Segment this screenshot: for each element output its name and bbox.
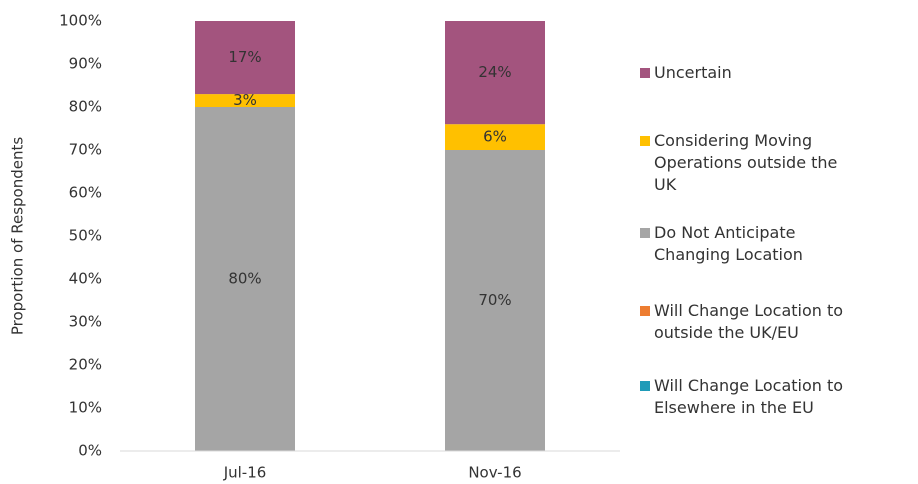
y-tick-label: 10% — [69, 399, 102, 417]
legend-swatch — [640, 228, 650, 238]
legend-item: Uncertain — [640, 62, 855, 84]
x-tick-label: Jul-16 — [223, 464, 267, 482]
bar-segment — [445, 124, 545, 150]
data-label: 70% — [478, 291, 511, 309]
y-tick-label: 20% — [69, 356, 102, 374]
bar-segment — [445, 150, 545, 451]
legend-label: Will Change Location to Elsewhere in the… — [654, 376, 844, 417]
y-tick-label: 90% — [69, 55, 102, 73]
bar-segment — [445, 21, 545, 125]
legend-item: Considering Moving Operations outside th… — [640, 130, 855, 196]
data-label: 3% — [233, 91, 257, 109]
y-tick-label: 60% — [69, 184, 102, 202]
legend-label: Considering Moving Operations outside th… — [654, 131, 838, 194]
bar-segment — [195, 21, 295, 95]
y-tick-label: 30% — [69, 313, 102, 331]
legend-swatch — [640, 306, 650, 316]
y-tick-label: 70% — [69, 141, 102, 159]
bar-segment — [195, 94, 295, 107]
y-axis-title: Proportion of Respondents — [9, 137, 27, 336]
data-label: 6% — [483, 128, 507, 146]
y-tick-label: 0% — [78, 442, 102, 460]
legend-item: Do Not Anticipate Changing Location — [640, 222, 855, 266]
y-tick-label: 100% — [59, 12, 102, 30]
x-tick-label: Nov-16 — [468, 464, 521, 482]
legend-swatch — [640, 136, 650, 146]
bar-segment — [195, 107, 295, 451]
y-tick-label: 80% — [69, 98, 102, 116]
legend-swatch — [640, 381, 650, 391]
legend-item: Will Change Location to outside the UK/E… — [640, 300, 855, 344]
legend-label: Do Not Anticipate Changing Location — [654, 223, 803, 264]
legend-label: Uncertain — [654, 63, 732, 82]
data-label: 17% — [228, 48, 261, 66]
legend-swatch — [640, 68, 650, 78]
data-label: 80% — [228, 270, 261, 288]
y-tick-label: 50% — [69, 227, 102, 245]
legend-label: Will Change Location to outside the UK/E… — [654, 301, 844, 342]
data-label: 24% — [478, 63, 511, 81]
legend-item: Will Change Location to Elsewhere in the… — [640, 375, 855, 419]
y-tick-label: 40% — [69, 270, 102, 288]
